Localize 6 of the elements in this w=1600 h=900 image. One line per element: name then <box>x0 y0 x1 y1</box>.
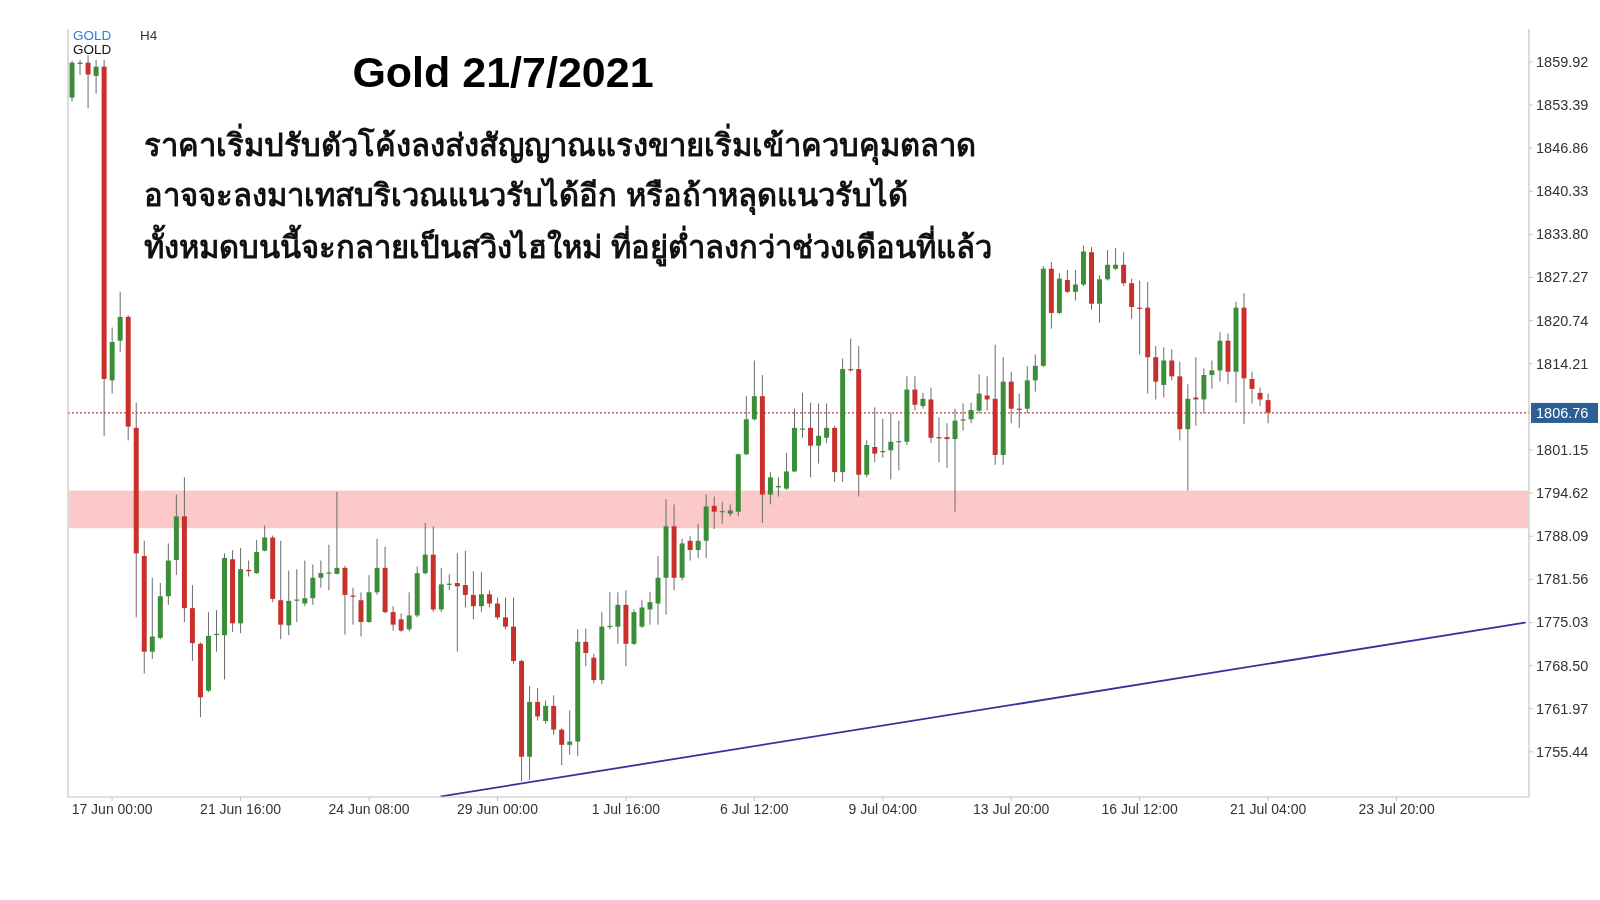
ref-line-label: 1806.76 <box>1536 404 1589 421</box>
annotation: อาจจะลงมาเทสบริเวณแนวรับได้อีก หรือถ้าหลุดแนวรับได้ <box>143 176 909 217</box>
annotation: H4 <box>139 27 159 45</box>
annotation: ทั้งหมดบนนี้จะกลายเป็นสวิงไฮใหม่ ที่อยู่ต่ำลงกว่าช่วงเดือนที่แล้ว <box>142 223 994 273</box>
title: Gold 21/7/2021 <box>352 48 654 96</box>
annotation: ราคาเริ่มปรับตัวโค้งลงส่งสัญญาณแรงขายเริ่มเข้าควบคุมตลาด <box>142 121 978 171</box>
